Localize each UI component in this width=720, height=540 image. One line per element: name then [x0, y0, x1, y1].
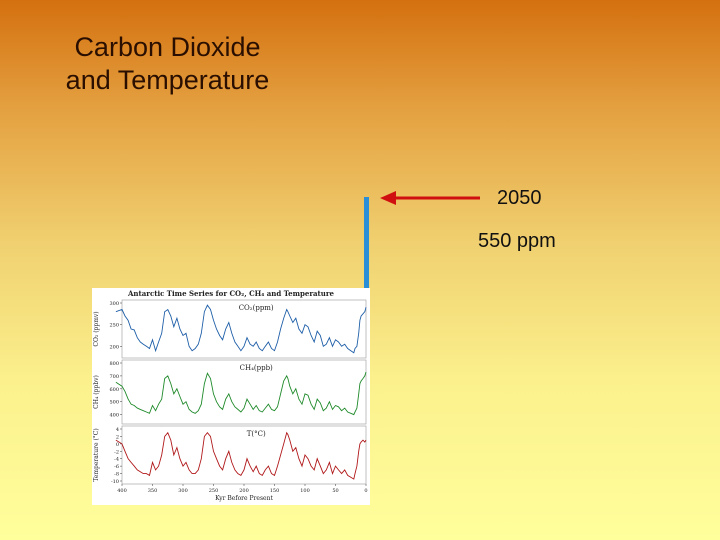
x-tick-label: 0: [364, 488, 367, 494]
series-label: CO₂(ppm): [239, 304, 274, 312]
y-tick-label: 600: [109, 387, 119, 393]
x-tick-label: 50: [332, 488, 338, 494]
series-line: [115, 371, 367, 416]
y-tick-label: -2: [114, 449, 119, 455]
y-tick-label: -8: [114, 472, 119, 478]
y-tick-label: 400: [109, 413, 119, 419]
title-line-2: and Temperature: [65, 65, 270, 95]
x-tick-label: 250: [209, 488, 219, 494]
y-axis-label: CH₄ (ppbv): [93, 375, 100, 409]
arrow-head: [380, 191, 396, 205]
slide-title: Carbon Dioxide and Temperature: [20, 31, 315, 97]
x-tick-label: 400: [117, 488, 127, 494]
y-tick-label: 2: [116, 434, 119, 440]
arrow-left-icon: [380, 191, 480, 205]
antarctic-chart: Antarctic Time Series for CO₂, CH₄ and T…: [93, 289, 368, 502]
x-tick-label: 150: [270, 488, 280, 494]
projection-bar: [364, 197, 369, 315]
x-tick-label: 350: [148, 488, 158, 494]
chart-title: Antarctic Time Series for CO₂, CH₄ and T…: [127, 289, 335, 298]
panel-frame: [121, 299, 367, 359]
y-tick-label: 0: [116, 442, 119, 448]
y-tick-label: 4: [116, 427, 119, 433]
y-tick-label: 250: [109, 323, 119, 329]
y-tick-label: -4: [114, 457, 119, 463]
series-line: [115, 304, 367, 354]
panel-frame: [121, 425, 367, 485]
x-tick-label: 200: [239, 488, 249, 494]
y-tick-label: 500: [109, 400, 119, 406]
y-axis-label: CO₂ (ppmv): [93, 311, 100, 346]
annotation-value: 550 ppm: [478, 230, 556, 252]
y-tick-label: 300: [109, 301, 119, 307]
y-tick-label: -6: [114, 464, 119, 470]
series-label: CH₄(ppb): [240, 364, 273, 372]
series-label: T(°C): [247, 430, 266, 438]
x-tick-label: 100: [300, 488, 310, 494]
y-tick-label: 200: [109, 344, 119, 350]
annotation-year: 2050: [497, 187, 542, 209]
y-tick-label: 800: [109, 361, 119, 367]
antarctic-figure: Antarctic Time Series for CO₂, CH₄ and T…: [92, 288, 370, 505]
x-axis-label: Kyr Before Present: [215, 495, 273, 502]
y-axis-label: Temperature (°C): [93, 428, 100, 482]
y-tick-label: 700: [109, 374, 119, 380]
y-tick-label: -10: [111, 479, 119, 485]
x-tick-label: 300: [178, 488, 188, 494]
title-line-1: Carbon Dioxide: [74, 32, 261, 62]
panel-frame: [121, 359, 367, 425]
series-line: [115, 431, 367, 480]
